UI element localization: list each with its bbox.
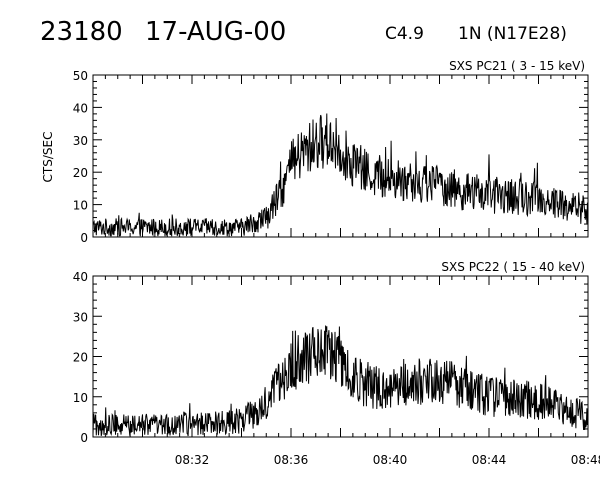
y-tick-label: 10 — [73, 199, 88, 213]
goes-class: C4.9 — [385, 24, 424, 44]
x-tick-label: 08:44 — [472, 453, 507, 467]
count-rate-trace — [92, 325, 589, 437]
optical-class: 1N (N17E28) — [458, 24, 567, 44]
y-tick-label: 30 — [73, 134, 88, 148]
y-tick-label: 40 — [73, 270, 88, 284]
x-tick-label: 08:48 — [571, 453, 600, 467]
y-tick-label: 40 — [73, 101, 88, 115]
panel-pc22: SXS PC22 ( 15 - 40 keV) 0 10 20 30 40 08:32 08… — [73, 260, 600, 467]
y-tick-label: 0 — [80, 231, 88, 245]
x-tick-label: 08:32 — [175, 453, 210, 467]
plot-frame — [92, 275, 589, 438]
y-tick-label: 30 — [73, 310, 88, 324]
series-pc22 — [92, 325, 589, 437]
panel-title: SXS PC21 ( 3 - 15 keV) — [449, 59, 585, 73]
y-axis-label: CTS/SEC — [41, 132, 55, 183]
y-tick-label: 10 — [73, 391, 88, 405]
event-id: 23180 — [40, 17, 123, 47]
event-date: 17-AUG-00 — [145, 17, 286, 47]
x-tick-label: 08:36 — [274, 453, 309, 467]
axes: 0 10 20 30 40 50 — [73, 69, 589, 245]
panel-pc21: SXS PC21 ( 3 - 15 keV) CTS/SEC 0 10 20 30 40… — [41, 59, 589, 245]
series-pc21 — [92, 113, 589, 237]
axes: 0 10 20 30 40 08:32 08:36 08:40 08:44 08:48 — [73, 270, 600, 467]
y-tick-label: 20 — [73, 351, 88, 365]
panel-title: SXS PC22 ( 15 - 40 keV) — [441, 260, 585, 274]
y-tick-label: 0 — [80, 431, 88, 445]
y-tick-label: 50 — [73, 69, 88, 83]
y-tick-label: 20 — [73, 166, 88, 180]
x-tick-label: 08:40 — [373, 453, 408, 467]
count-rate-trace — [92, 113, 589, 237]
